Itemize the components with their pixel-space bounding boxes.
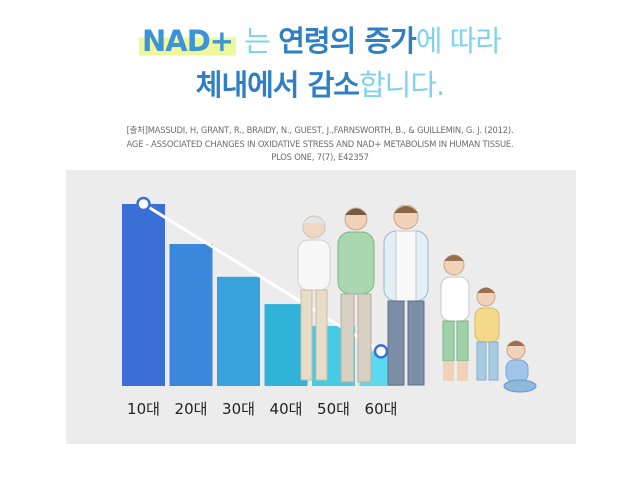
child-figure bbox=[474, 287, 500, 381]
source-citation: [출처]MASSUDI, H, GRANT, R., BRAIDY, N., G… bbox=[0, 124, 640, 165]
tick-label-30대: 30대 bbox=[222, 400, 255, 418]
headline-line-1: NAD+ 는 연령의 증가에 따라 bbox=[0, 18, 640, 60]
tick-label-10대: 10대 bbox=[127, 400, 160, 418]
trend-start-point bbox=[136, 196, 151, 212]
source-line-3: PLOS ONE, 7(7), E42357 bbox=[271, 152, 369, 162]
bar-10대 bbox=[122, 204, 165, 386]
headline-ending: 합니다. bbox=[358, 68, 445, 102]
tick-label-50대: 50대 bbox=[317, 400, 350, 418]
bar-30대 bbox=[217, 276, 260, 386]
tick-label-20대: 20대 bbox=[175, 400, 208, 418]
headline-particle: 는 bbox=[236, 24, 279, 58]
headline-according: 에 따라 bbox=[415, 24, 502, 58]
man-green-figure bbox=[337, 207, 375, 383]
family-generations-icon bbox=[297, 205, 537, 393]
source-line-2: AGE - ASSOCIATED CHANGES IN OXIDATIVE ST… bbox=[126, 138, 514, 149]
bar-20대 bbox=[169, 244, 213, 386]
tick-label-40대: 40대 bbox=[270, 400, 303, 418]
bar-40대 bbox=[264, 304, 308, 386]
headline-line-2: 체내에서 감소합니다. bbox=[0, 62, 640, 104]
headline-nad: NAD+ bbox=[139, 24, 237, 58]
man-blue-figure bbox=[383, 205, 429, 386]
headline-age-increase: 연령의 증가 bbox=[278, 24, 416, 58]
tick-label-60대: 60대 bbox=[365, 400, 398, 418]
grandpa-figure bbox=[297, 215, 331, 381]
source-line-1: [출처]MASSUDI, H, GRANT, R., BRAIDY, N., G… bbox=[126, 125, 514, 135]
toddler-figure bbox=[503, 340, 537, 393]
chart-panel: 10대 20대 30대 40대 50대 60대 bbox=[66, 170, 576, 444]
teen-figure bbox=[440, 254, 470, 381]
trend-end-point bbox=[373, 344, 389, 359]
headline-decrease: 체내에서 감소 bbox=[195, 68, 360, 102]
